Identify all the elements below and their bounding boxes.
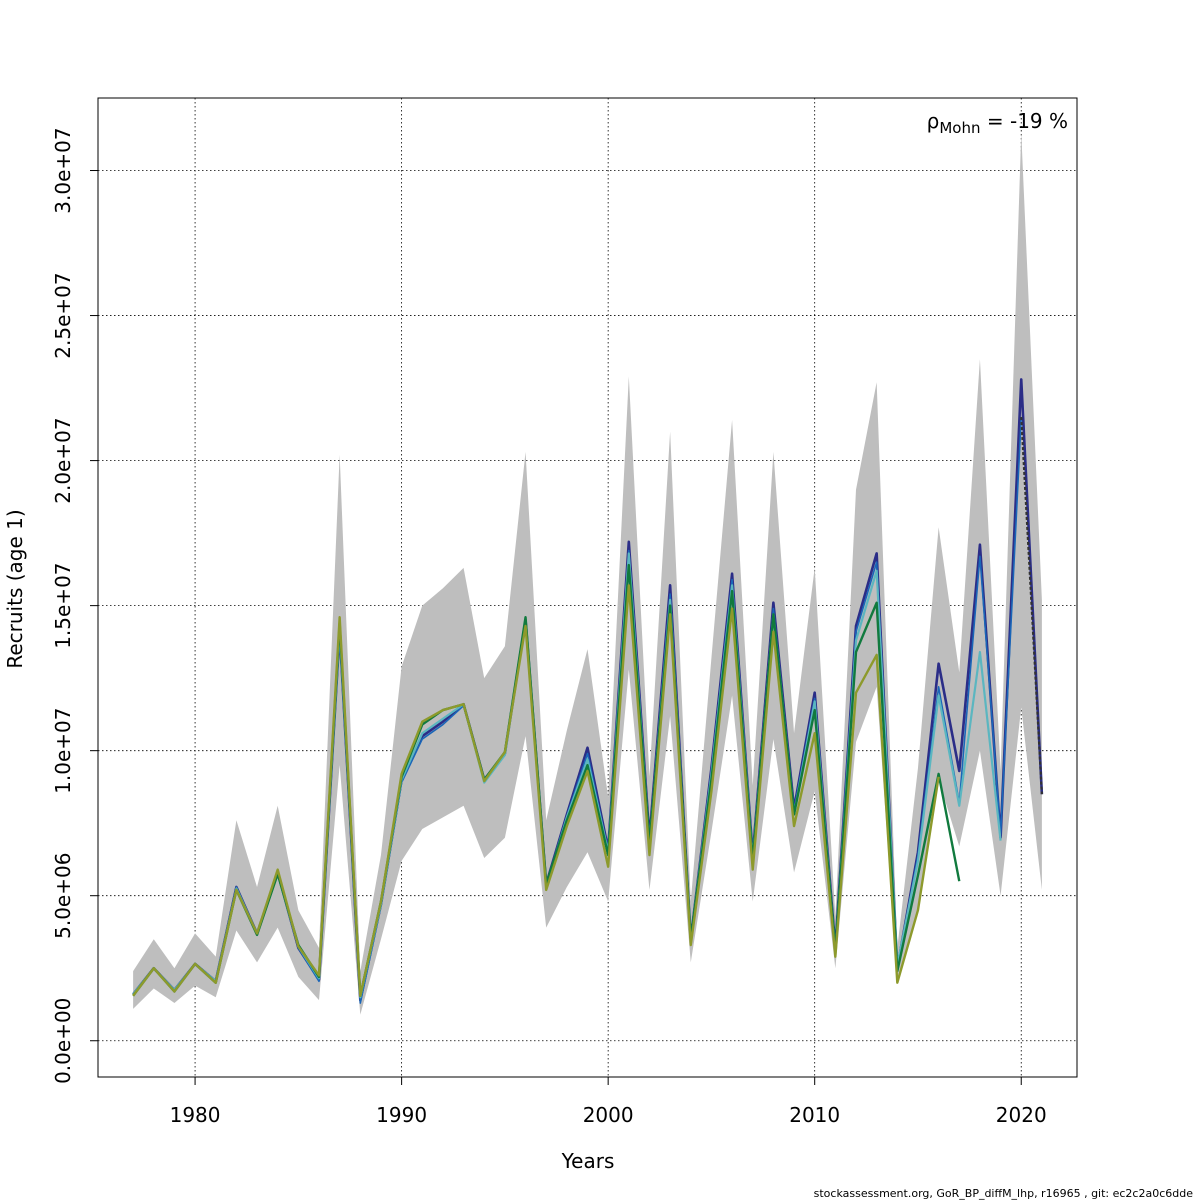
axes: 1980 1990 2000 2010 2020 0.0e+00 5.0e+06 1.0e+0… — [51, 127, 1047, 1127]
series-line-5 — [132, 584, 940, 997]
rho-symbol: ρ — [927, 109, 940, 133]
y-axis-title: Recruits (age 1) — [3, 509, 27, 668]
y-tick-label: 0.0e+00 — [51, 998, 75, 1084]
y-tick-label: 2.0e+07 — [51, 417, 75, 503]
y-tick-label: 2.5e+07 — [51, 272, 75, 358]
x-axis-title: Years — [561, 1149, 615, 1173]
rho-value: = -19 % — [981, 109, 1069, 133]
final-year-dotted-line — [1020, 417, 1043, 795]
x-tick-label: 1980 — [170, 1103, 221, 1127]
plot-frame — [97, 97, 1078, 1078]
rho-subscript: Mohn — [939, 119, 980, 137]
series-layer — [132, 378, 1044, 1004]
mohn-rho-annotation: ρMohn = -19 % — [927, 109, 1068, 137]
x-tick-label: 2020 — [996, 1103, 1047, 1127]
footer-credit: stockassessment.org, GoR_BP_diffM_lhp, r… — [814, 1187, 1194, 1200]
x-tick-label: 1990 — [376, 1103, 427, 1127]
confidence-band — [133, 132, 1042, 1015]
y-tick-label: 1.0e+07 — [51, 708, 75, 794]
y-tick-label: 3.0e+07 — [51, 127, 75, 213]
y-tick-label: 1.5e+07 — [51, 562, 75, 648]
y-tick-label: 5.0e+06 — [51, 853, 75, 939]
x-tick-label: 2000 — [583, 1103, 634, 1127]
x-tick-label: 2010 — [789, 1103, 840, 1127]
confidence-band-layer — [133, 132, 1042, 1015]
